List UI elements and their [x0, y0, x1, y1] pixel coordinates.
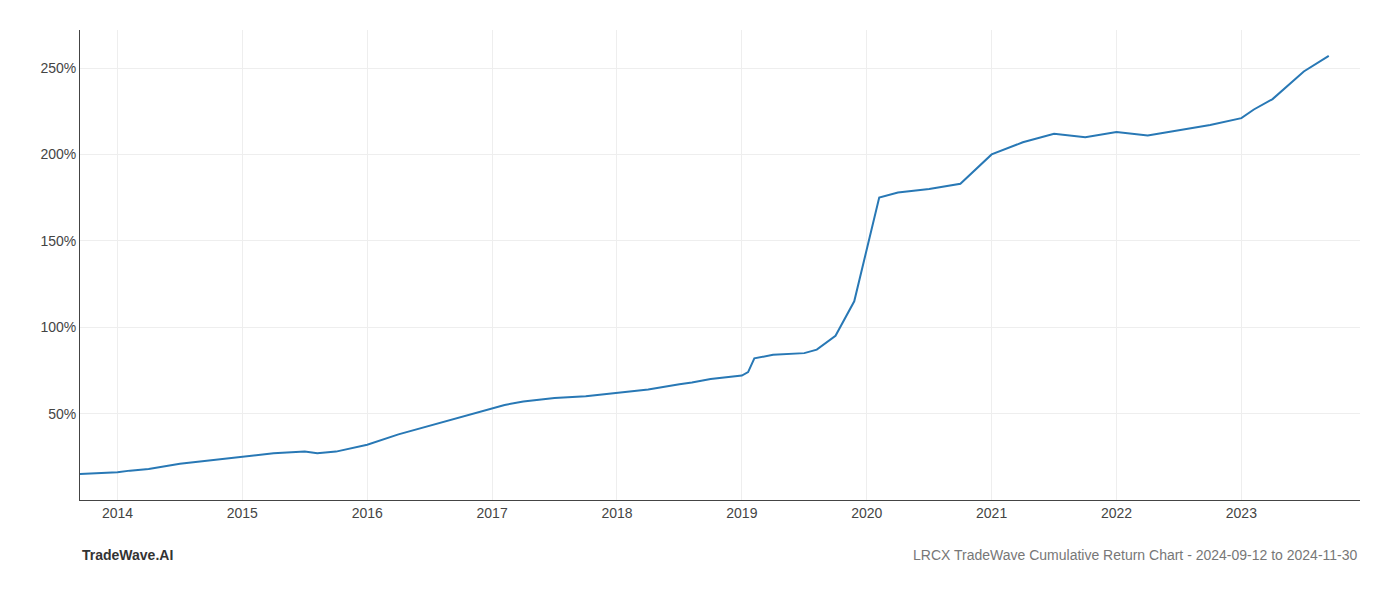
svg-text:TradeWave.AI: TradeWave.AI	[82, 547, 173, 563]
svg-text:250%: 250%	[40, 60, 76, 76]
svg-text:2018: 2018	[601, 505, 632, 521]
svg-text:100%: 100%	[40, 319, 76, 335]
svg-text:2015: 2015	[227, 505, 258, 521]
svg-text:200%: 200%	[40, 146, 76, 162]
svg-text:2014: 2014	[102, 505, 133, 521]
svg-text:LRCX TradeWave Cumulative Retu: LRCX TradeWave Cumulative Return Chart -…	[913, 547, 1358, 563]
svg-text:2021: 2021	[976, 505, 1007, 521]
svg-text:2022: 2022	[1101, 505, 1132, 521]
svg-text:50%: 50%	[48, 406, 76, 422]
svg-text:150%: 150%	[40, 233, 76, 249]
svg-text:2020: 2020	[851, 505, 882, 521]
svg-text:2016: 2016	[352, 505, 383, 521]
svg-text:2017: 2017	[477, 505, 508, 521]
svg-text:2019: 2019	[726, 505, 757, 521]
svg-text:2023: 2023	[1226, 505, 1257, 521]
